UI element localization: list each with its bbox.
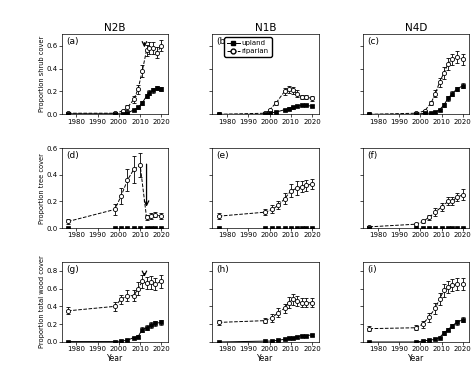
Text: (f): (f)	[367, 151, 378, 160]
X-axis label: Year: Year	[257, 353, 273, 363]
Legend: upland, riparian: upland, riparian	[224, 37, 272, 57]
Title: N1B: N1B	[255, 24, 276, 33]
Y-axis label: Proportion tree cover: Proportion tree cover	[39, 153, 45, 223]
Text: (h): (h)	[217, 265, 229, 274]
Y-axis label: Proportion total wood cover: Proportion total wood cover	[39, 255, 45, 348]
Text: (d): (d)	[66, 151, 79, 160]
Text: (a): (a)	[66, 37, 78, 46]
Title: N4D: N4D	[405, 24, 428, 33]
Title: N2B: N2B	[104, 24, 126, 33]
X-axis label: Year: Year	[107, 353, 123, 363]
X-axis label: Year: Year	[408, 353, 424, 363]
Text: (g): (g)	[66, 265, 79, 274]
Text: (c): (c)	[367, 37, 379, 46]
Y-axis label: Proportion shrub cover: Proportion shrub cover	[39, 36, 45, 112]
Text: (b): (b)	[217, 37, 229, 46]
Text: (i): (i)	[367, 265, 377, 274]
Text: (e): (e)	[217, 151, 229, 160]
